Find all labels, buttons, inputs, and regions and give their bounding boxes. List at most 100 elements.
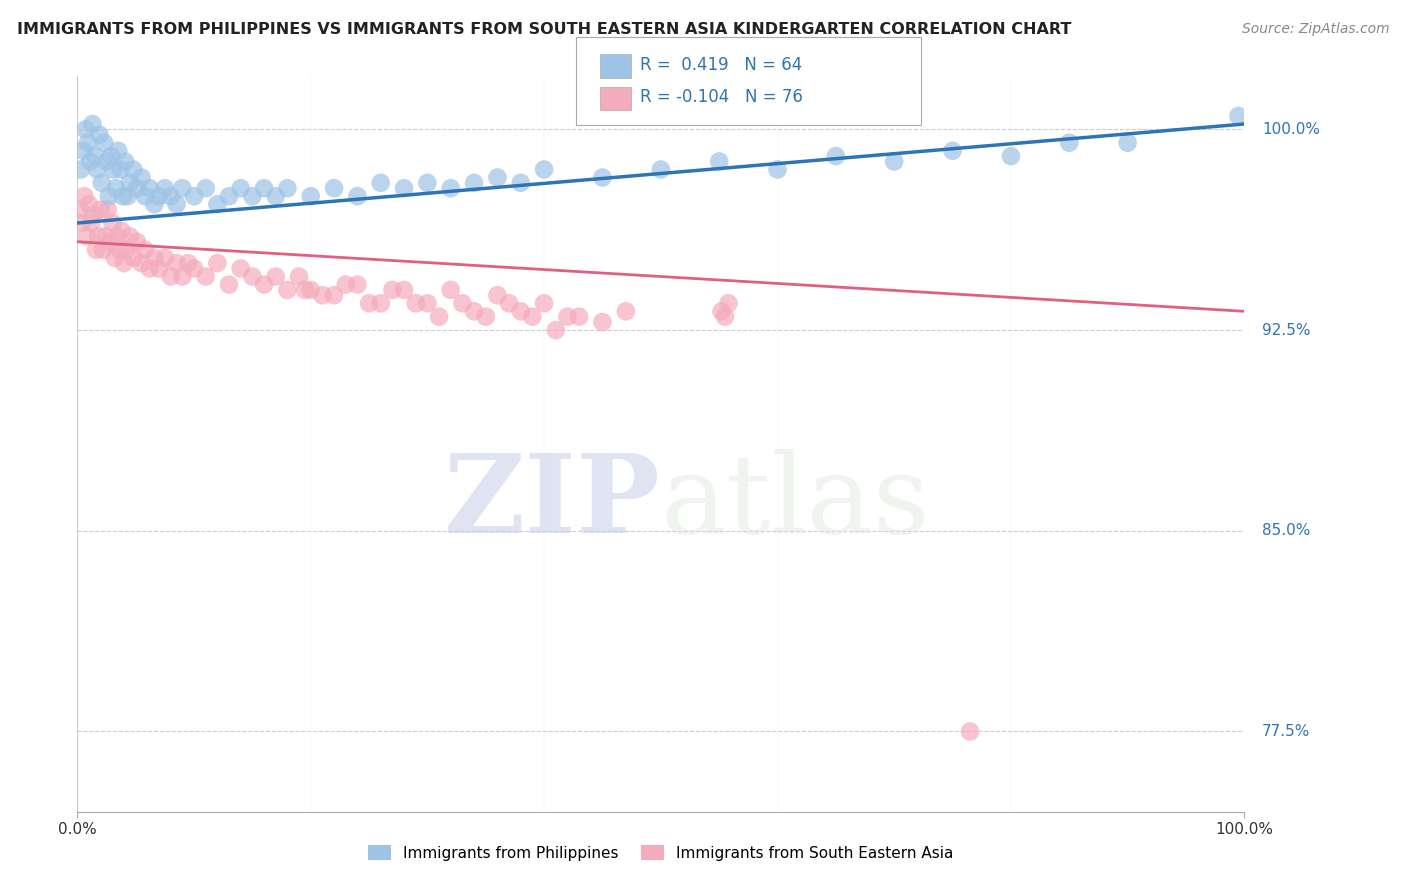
Point [475,310,498,324]
Point [183,261,205,276]
Point [172,269,194,284]
Point [159,269,181,284]
Point [883,154,905,169]
Point [509,176,531,190]
Point [97,189,120,203]
Text: atlas: atlas [661,450,931,556]
Point [229,181,252,195]
Point [323,288,346,302]
Point [440,283,463,297]
Point [84,243,107,257]
Point [148,261,170,276]
Point [115,243,138,257]
Point [522,310,544,324]
Point [405,296,427,310]
Point [143,251,166,265]
Text: 85.0%: 85.0% [1261,524,1310,538]
Legend: Immigrants from Philippines, Immigrants from South Eastern Asia: Immigrants from Philippines, Immigrants … [361,838,960,867]
Point [101,216,124,230]
Text: Source: ZipAtlas.com: Source: ZipAtlas.com [1241,22,1389,37]
Point [264,189,287,203]
Point [82,117,104,131]
Point [288,269,311,284]
Point [172,181,194,195]
Point [159,189,181,203]
Point [100,149,122,163]
Point [346,277,368,292]
Point [557,310,579,324]
Point [218,277,240,292]
Point [89,128,111,142]
Point [111,224,134,238]
Point [94,229,117,244]
Point [77,197,100,211]
Point [90,202,112,217]
Point [69,202,91,217]
Point [498,296,520,310]
Point [416,176,439,190]
Point [218,189,240,203]
Point [486,170,509,185]
Point [69,162,91,177]
Point [125,181,148,195]
Point [766,162,789,177]
Point [392,181,415,195]
Point [592,170,614,185]
Point [111,189,134,203]
Point [650,162,672,177]
Point [104,251,127,265]
Point [544,323,567,337]
Point [143,197,166,211]
Point [80,216,103,230]
Point [714,310,737,324]
Point [131,256,153,270]
Point [253,277,276,292]
Point [427,310,450,324]
Point [105,229,128,244]
Point [177,256,200,270]
Point [207,256,229,270]
Point [709,154,731,169]
Point [183,189,205,203]
Point [108,243,131,257]
Point [592,315,614,329]
Point [138,181,160,195]
Point [117,189,139,203]
Point [112,256,135,270]
Point [86,162,108,177]
Point [299,283,322,297]
Point [98,235,121,249]
Point [79,154,101,169]
Point [959,724,981,739]
Point [73,189,96,203]
Point [392,283,415,297]
Point [323,181,346,195]
Text: 92.5%: 92.5% [1261,323,1310,337]
Point [72,144,94,158]
Point [486,288,509,302]
Point [91,243,114,257]
Point [103,162,125,177]
Point [118,229,141,244]
Point [110,162,132,177]
Point [83,208,105,222]
Point [75,122,97,136]
Point [87,229,110,244]
Point [229,261,252,276]
Text: 77.5%: 77.5% [1261,724,1310,739]
Point [1000,149,1022,163]
Point [107,144,129,158]
Point [381,283,404,297]
Point [134,189,156,203]
Point [942,144,965,158]
Point [370,176,392,190]
Point [710,304,733,318]
Point [93,136,115,150]
Point [153,251,176,265]
Point [76,229,98,244]
Point [299,189,322,203]
Point [83,149,105,163]
Point [96,154,118,169]
Point [416,296,439,310]
Point [134,243,156,257]
